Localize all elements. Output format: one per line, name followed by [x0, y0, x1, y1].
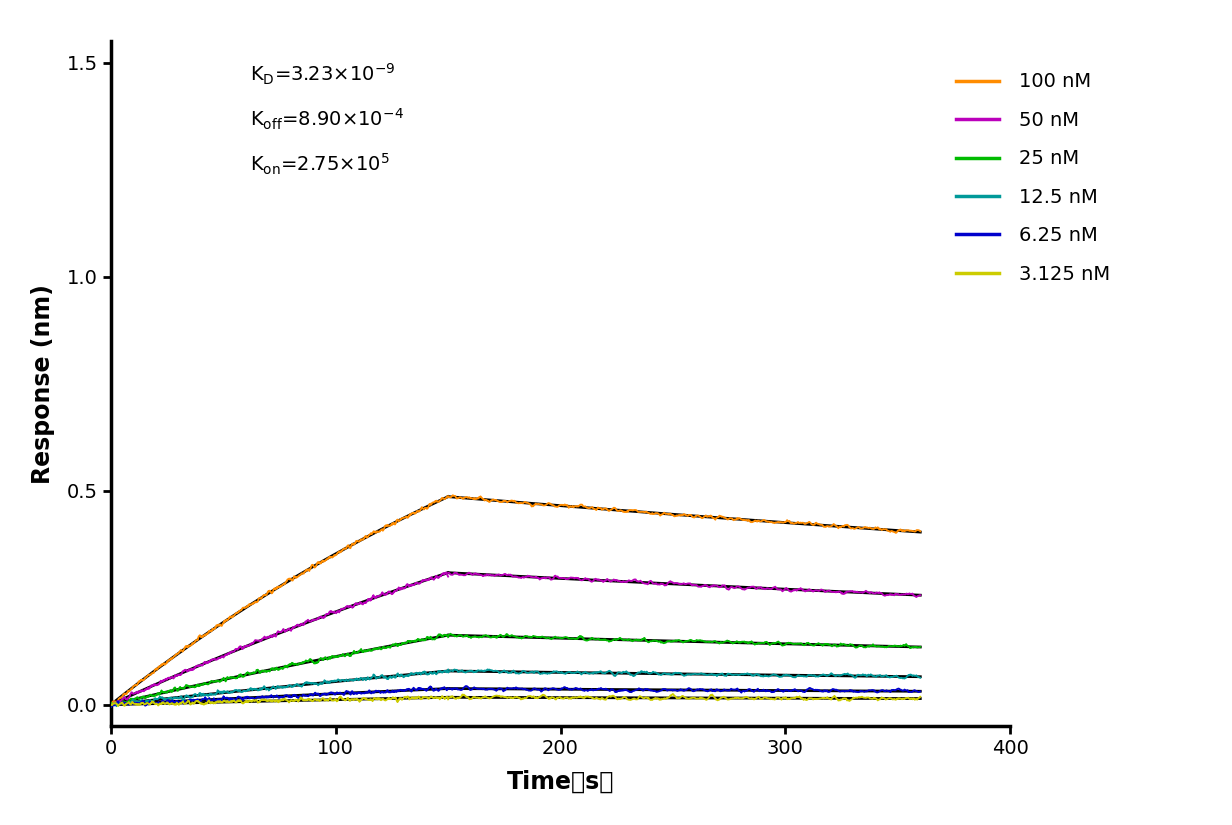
Y-axis label: Response (nm): Response (nm) [32, 284, 55, 483]
X-axis label: Time（s）: Time（s） [506, 769, 615, 794]
Legend: 100 nM, 50 nM, 25 nM, 12.5 nM, 6.25 nM, 3.125 nM: 100 nM, 50 nM, 25 nM, 12.5 nM, 6.25 nM, … [949, 64, 1117, 291]
Text: K$_{\mathrm{D}}$=3.23×10$^{-9}$
K$_{\mathrm{off}}$=8.90×10$^{-4}$
K$_{\mathrm{on: K$_{\mathrm{D}}$=3.23×10$^{-9}$ K$_{\mat… [250, 62, 404, 177]
